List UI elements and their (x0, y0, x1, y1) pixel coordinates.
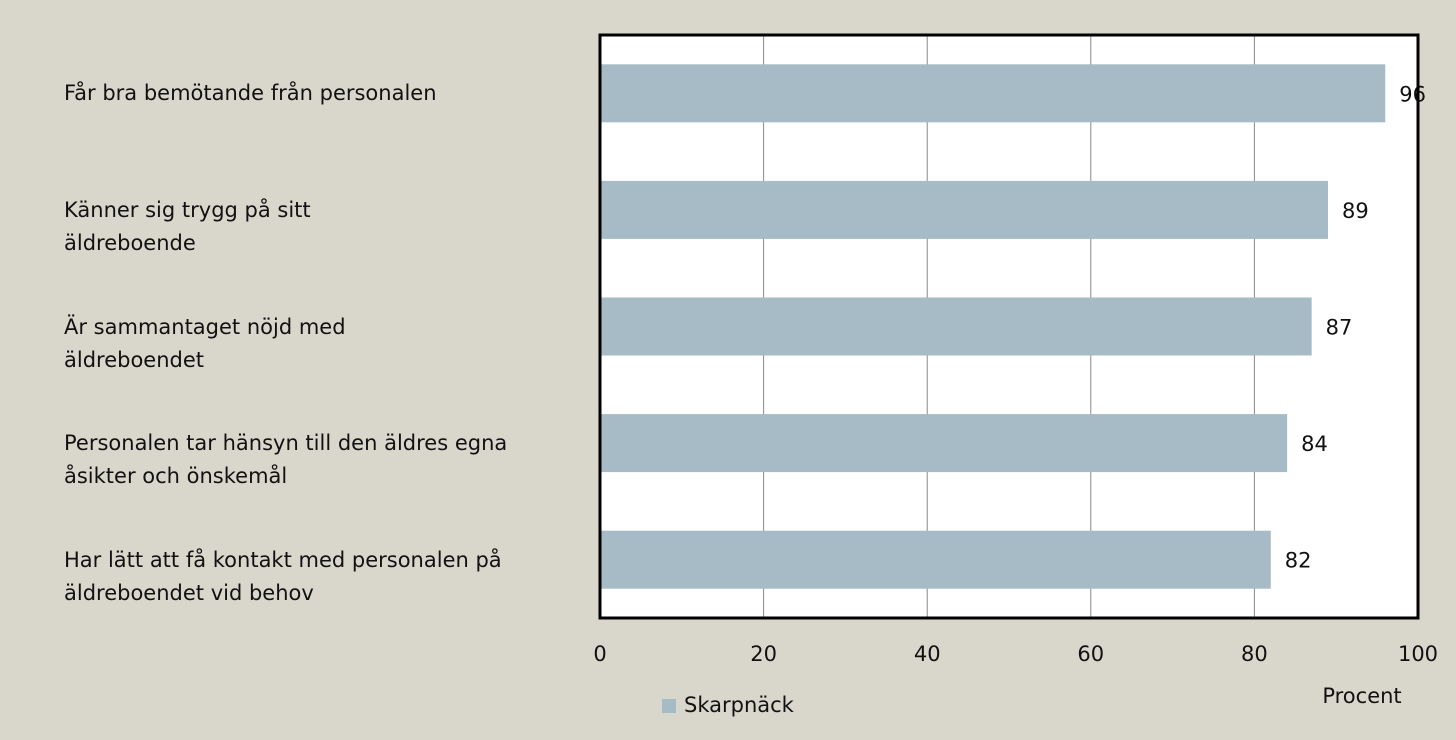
x-tick-label: 100 (1398, 642, 1438, 666)
x-tick-label: 80 (1241, 642, 1268, 666)
y-tick-label: Personalen tar hänsyn till den äldres eg… (64, 431, 508, 489)
value-label: 87 (1326, 316, 1353, 340)
x-tick-label: 0 (593, 642, 606, 666)
value-label: 96 (1399, 82, 1426, 106)
x-tick-label: 40 (914, 642, 941, 666)
bar (600, 180, 1329, 239)
x-tick-label: 20 (750, 642, 777, 666)
legend-swatch (662, 699, 676, 713)
value-label: 84 (1301, 432, 1328, 456)
value-label: 89 (1342, 199, 1369, 223)
y-tick-label: Får bra bemötande från personalen (64, 81, 437, 106)
x-tick-label: 60 (1077, 642, 1104, 666)
legend-label: Skarpnäck (684, 693, 795, 717)
bar (600, 297, 1312, 356)
y-tick-label: Är sammantaget nöjd med äldreboendet (64, 314, 346, 372)
bar (600, 414, 1288, 473)
plot-border (598, 33, 1420, 620)
x-axis-label: Procent (1322, 684, 1401, 708)
bar (600, 530, 1271, 589)
y-tick-label: Känner sig trygg på sitt äldreboende (64, 197, 311, 255)
y-tick-label: Har lätt att få kontakt med personalen p… (64, 547, 502, 605)
value-label: 82 (1285, 549, 1312, 573)
bar (600, 64, 1386, 123)
